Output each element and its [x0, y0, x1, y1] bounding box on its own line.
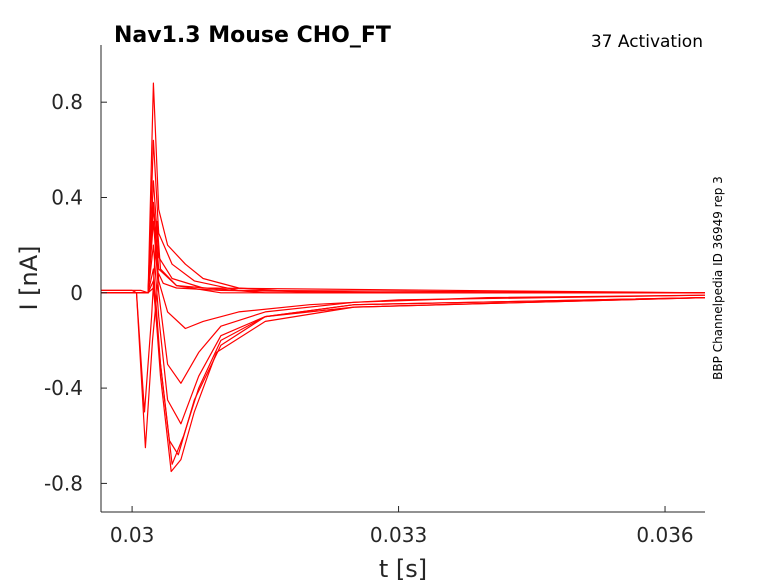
- chart-subtitle: 37 Activation: [591, 32, 703, 52]
- y-tick-label: -0.8: [44, 471, 83, 495]
- series-line-5: [101, 180, 706, 294]
- y-tick-label: 0.8: [51, 90, 83, 114]
- x-tick-label: 0.03: [110, 523, 155, 547]
- y-tick-label: -0.4: [44, 376, 83, 400]
- chart-title: Nav1.3 Mouse CHO_FT: [114, 23, 391, 48]
- y-tick-label: 0.4: [51, 185, 83, 209]
- x-axis-label: t [s]: [379, 555, 427, 583]
- y-axis-ticks: 0.8 0.4 0 -0.4 -0.8: [44, 90, 107, 495]
- x-axis-ticks: 0.03 0.033 0.036: [110, 506, 694, 547]
- series-lines: [101, 82, 706, 473]
- y-axis-label: I [nA]: [15, 245, 43, 310]
- x-tick-label: 0.033: [370, 523, 427, 547]
- y-tick-label: 0: [70, 281, 83, 305]
- series-line-2: [101, 220, 705, 413]
- series-line-12: [101, 287, 706, 465]
- x-tick-label: 0.036: [636, 523, 693, 547]
- side-id-label: BBP Channelpedia ID 36949 rep 3: [711, 176, 725, 380]
